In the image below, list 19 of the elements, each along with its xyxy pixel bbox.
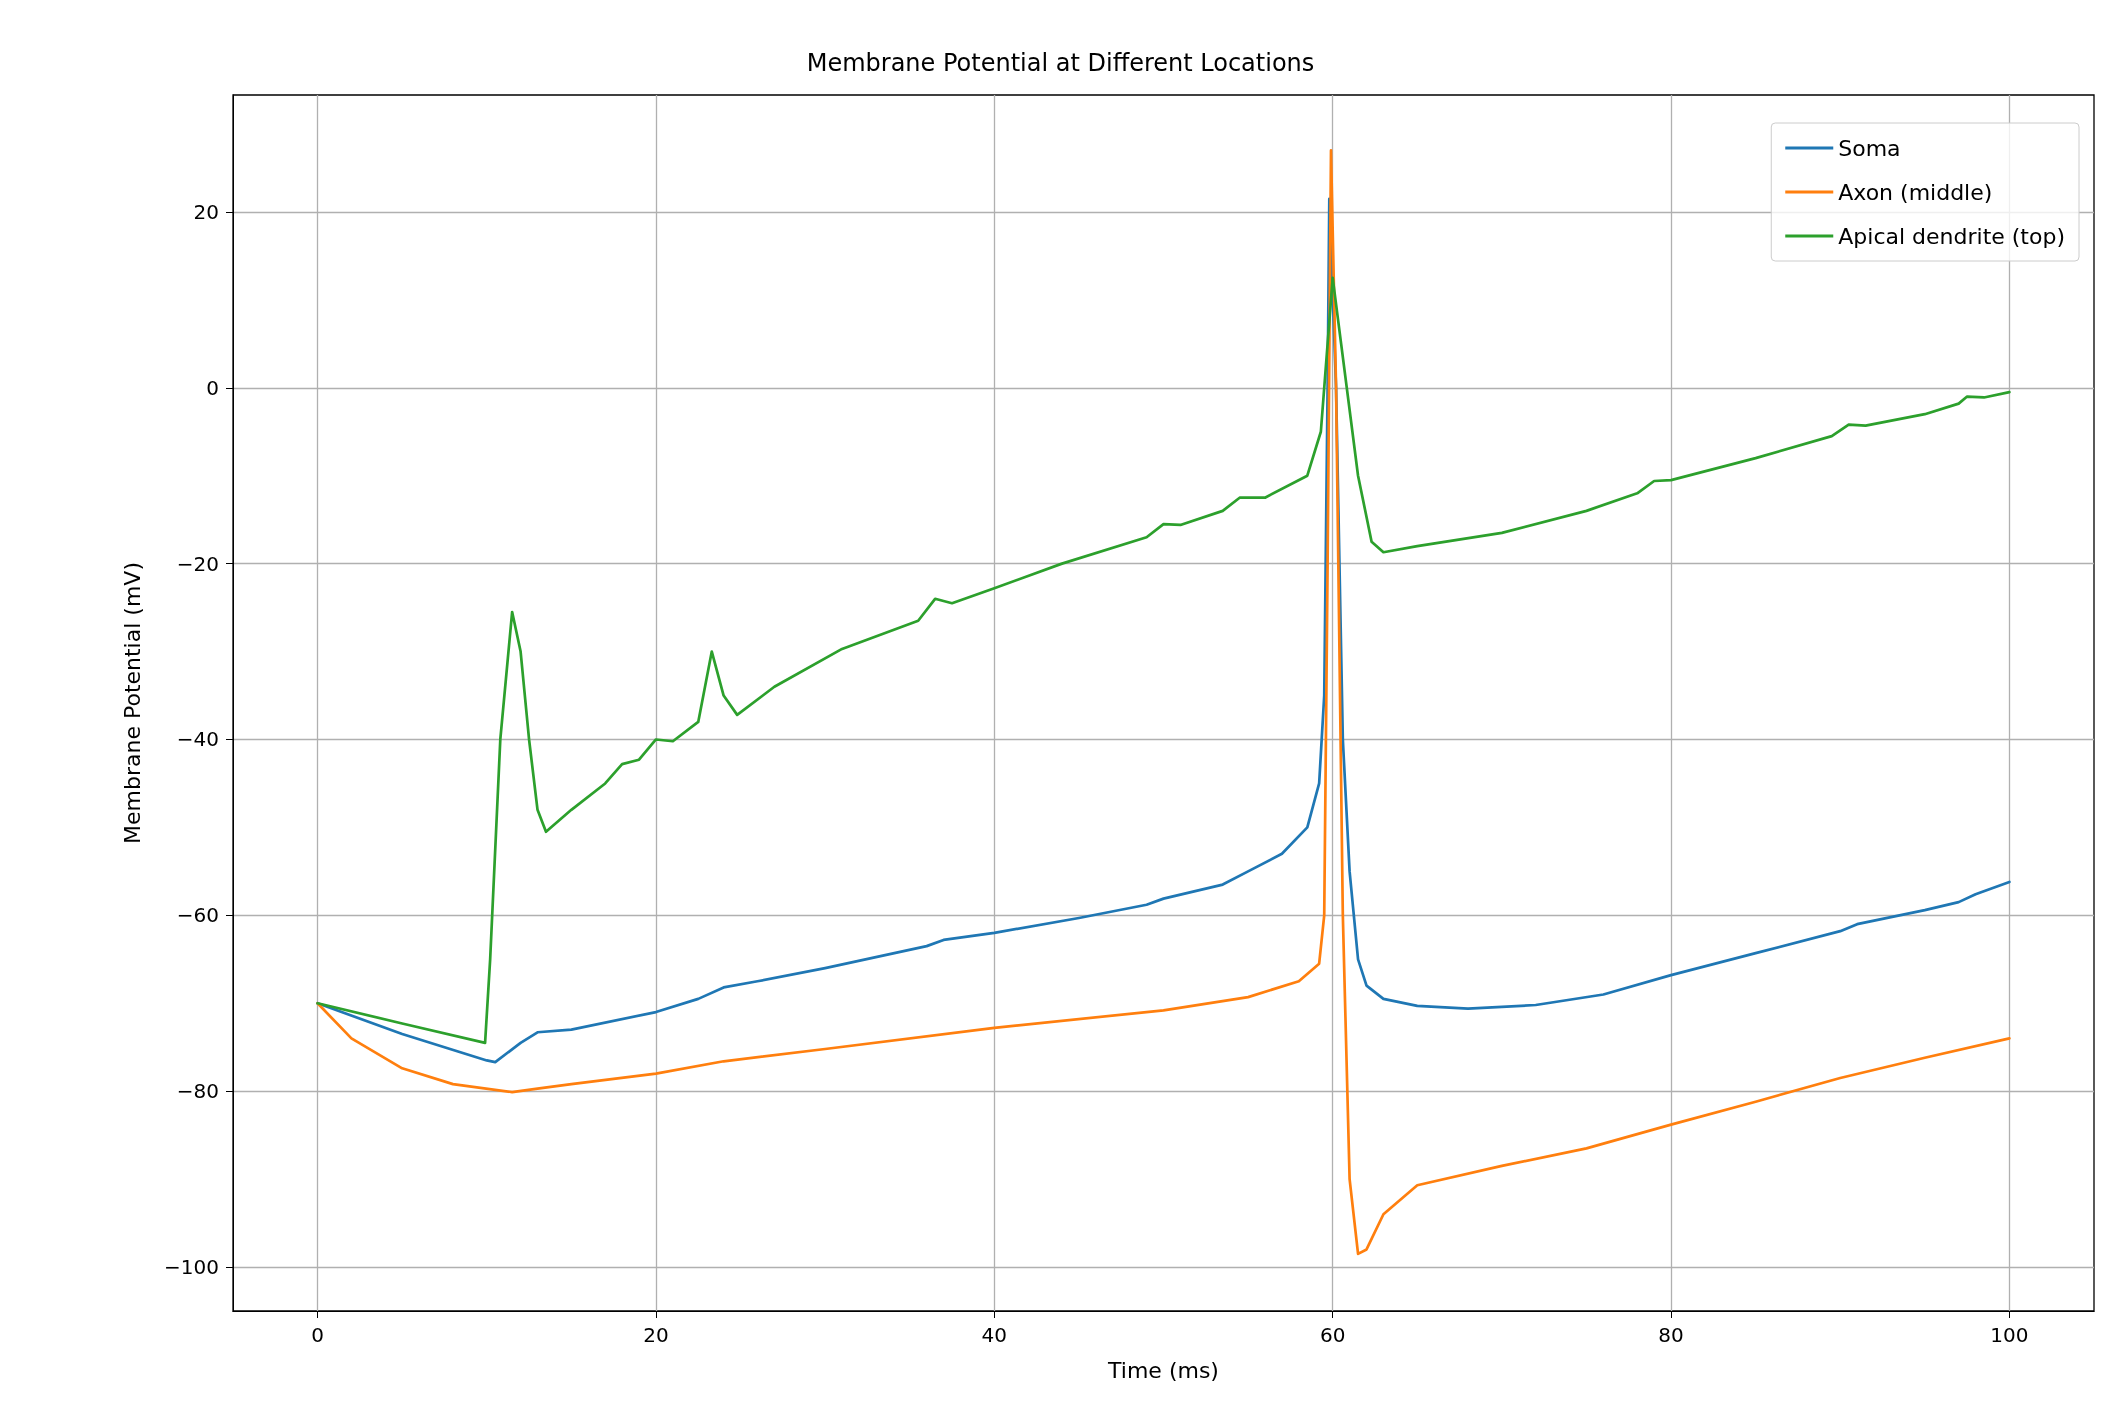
legend-label: Apical dendrite (top) [1838, 223, 2065, 249]
y-tick-label: 20 [193, 199, 219, 224]
y-tick-label: −80 [176, 1079, 219, 1104]
legend-label: Soma [1838, 135, 1901, 161]
y-tick-label: −40 [176, 727, 219, 752]
x-tick-label: 60 [1319, 1323, 1346, 1347]
x-tick-label: 20 [643, 1323, 669, 1347]
x-tick-label: 40 [981, 1323, 1008, 1347]
x-tick-label: 100 [1990, 1323, 2029, 1347]
y-tick-label: −60 [176, 903, 219, 928]
y-axis-title: Membrane Potential (mV) [119, 562, 145, 844]
y-tick-label: 0 [206, 375, 219, 400]
legend-label: Axon (middle) [1838, 179, 1993, 205]
chart-title: Membrane Potential at Different Locations [806, 49, 1315, 77]
y-tick-label: −20 [176, 551, 219, 576]
x-axis-title: Time (ms) [1107, 1357, 1219, 1383]
x-tick-label: 80 [1658, 1323, 1684, 1347]
y-tick-label: −100 [164, 1255, 219, 1280]
x-tick-label: 0 [311, 1323, 324, 1347]
